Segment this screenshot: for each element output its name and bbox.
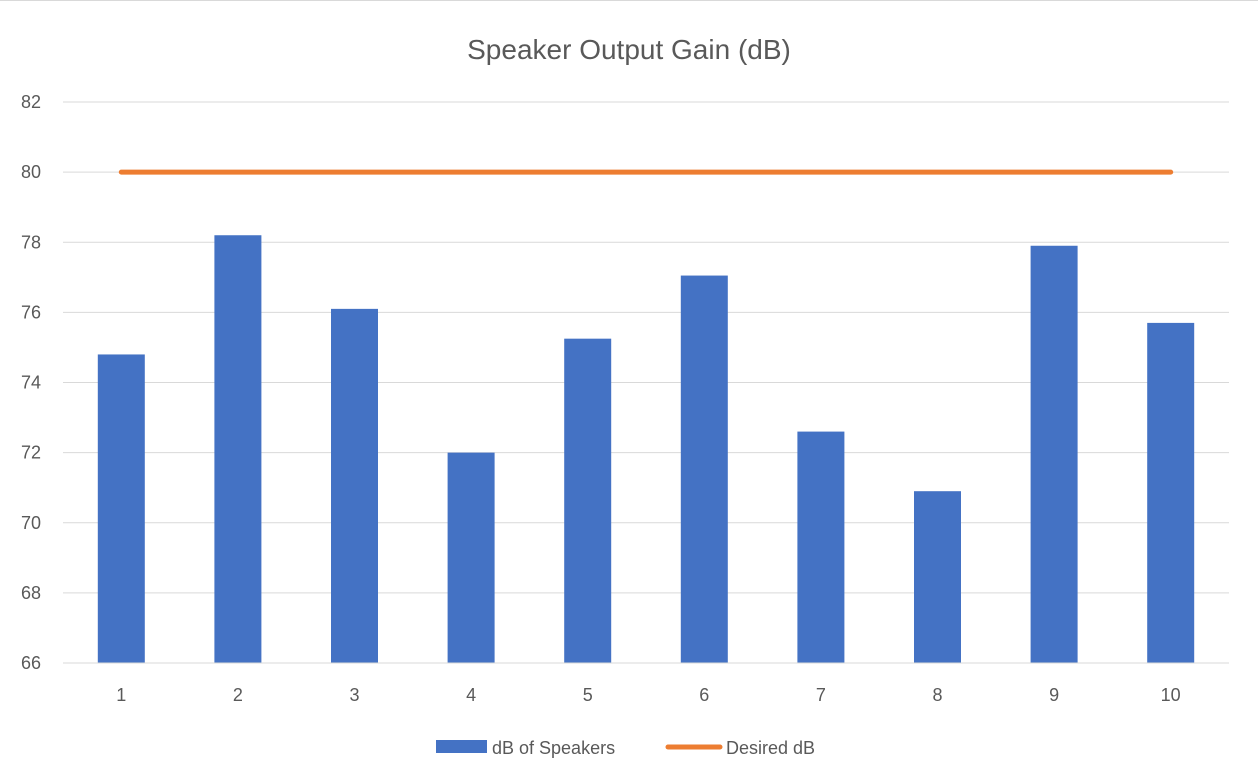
bar [447,452,495,663]
y-tick-label: 80 [21,162,41,182]
y-tick-label: 76 [21,302,41,322]
x-tick-label: 5 [583,685,593,705]
x-tick-label: 10 [1161,685,1181,705]
bar [97,354,145,663]
chart-title: Speaker Output Gain (dB) [467,34,791,65]
x-tick-label: 9 [1049,685,1059,705]
x-tick-label: 7 [816,685,826,705]
y-tick-label: 82 [21,92,41,112]
bar [564,338,612,663]
y-tick-label: 70 [21,513,41,533]
y-tick-label: 74 [21,373,41,393]
y-axis-tick-labels: 66 68 70 72 74 76 78 80 82 [21,92,41,673]
x-tick-label: 8 [932,685,942,705]
x-tick-label: 3 [349,685,359,705]
legend-label: Desired dB [726,738,815,758]
x-tick-label: 2 [233,685,243,705]
bar [914,491,961,663]
y-tick-label: 68 [21,583,41,603]
x-axis-tick-labels: 1 2 3 4 5 6 7 8 9 10 [116,685,1180,705]
legend-swatch-bar [436,740,487,753]
bar [214,235,262,664]
x-tick-label: 4 [466,685,476,705]
bar [331,308,378,663]
legend-label: dB of Speakers [492,738,615,758]
bar [680,275,728,663]
bar [1147,322,1195,663]
bar [797,431,845,663]
y-tick-label: 66 [21,653,41,673]
bar [1030,245,1078,663]
bar-series [97,235,1195,664]
y-tick-label: 72 [21,443,41,463]
legend: dB of Speakers Desired dB [436,738,815,758]
x-tick-label: 1 [116,685,126,705]
x-tick-label: 6 [699,685,709,705]
y-tick-label: 78 [21,232,41,252]
